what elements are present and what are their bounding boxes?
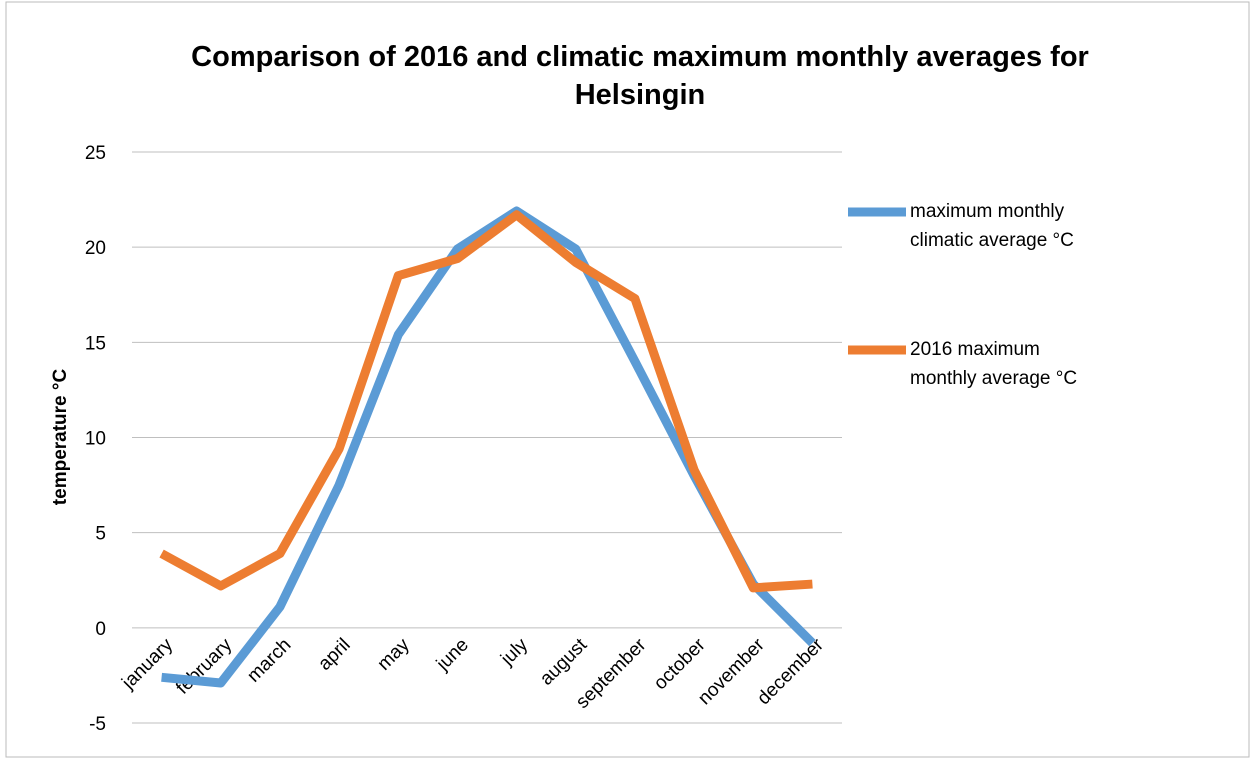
y-tick-label: 10: [85, 429, 106, 450]
y-axis-label: temperature °C: [50, 369, 71, 506]
chart-border: [5, 1, 1250, 758]
data-line: [159, 210, 813, 593]
chart-title: Comparison of 2016 and climatic maximum …: [191, 41, 1089, 111]
y-tick-label: 0: [95, 619, 106, 640]
y-tick-label: 20: [85, 238, 106, 259]
y-tick-label: 15: [85, 333, 106, 354]
y-tick-label: -5: [89, 714, 106, 735]
y-tick-label: 25: [85, 143, 106, 164]
legend-label: maximum monthly climatic average °C: [910, 201, 1074, 251]
legend-label: 2016 maximum monthly average °C: [910, 339, 1078, 389]
y-tick-label: 5: [95, 524, 106, 545]
